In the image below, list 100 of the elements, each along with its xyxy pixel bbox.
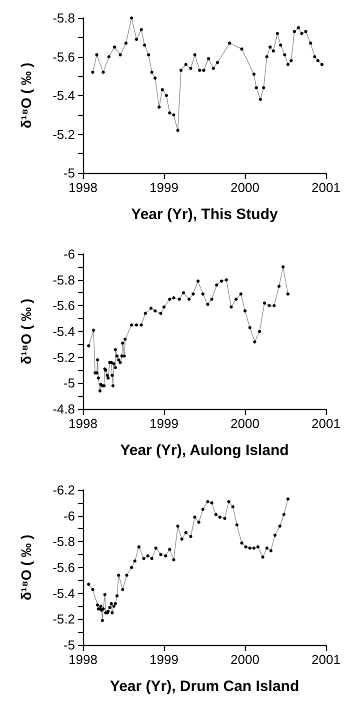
point xyxy=(125,574,128,577)
y-tick-label: -5.2 xyxy=(52,350,75,365)
point xyxy=(121,588,124,592)
point xyxy=(252,546,256,550)
point xyxy=(164,554,168,558)
point xyxy=(100,618,104,622)
point xyxy=(168,111,172,115)
point xyxy=(206,57,210,60)
point xyxy=(286,62,290,66)
point xyxy=(304,30,308,34)
point xyxy=(228,42,232,45)
point xyxy=(168,548,172,552)
point xyxy=(176,128,180,132)
x-axis-title: Year (Yr), This Study xyxy=(131,206,278,223)
x-tick-label: 2001 xyxy=(312,416,340,431)
x-tick-label: 2000 xyxy=(230,652,260,667)
point xyxy=(118,53,122,56)
point xyxy=(320,62,324,66)
point xyxy=(133,559,136,563)
point xyxy=(184,62,188,66)
point xyxy=(95,53,98,56)
point xyxy=(147,53,150,56)
point xyxy=(193,516,196,519)
point xyxy=(91,70,94,74)
x-tick-label: 2001 xyxy=(312,180,340,195)
y-tick-label: -5.8 xyxy=(52,272,75,288)
point xyxy=(240,541,244,545)
point xyxy=(268,45,272,49)
point xyxy=(254,86,258,90)
y-tick-label: -5.6 xyxy=(52,298,75,314)
point xyxy=(102,70,105,74)
point xyxy=(210,501,214,505)
point xyxy=(265,55,268,58)
x-tick-label: 1998 xyxy=(68,180,98,195)
point xyxy=(114,602,117,606)
point xyxy=(124,42,128,45)
point xyxy=(212,66,216,70)
point xyxy=(231,505,234,508)
y-tick-label: -6 xyxy=(63,508,75,524)
point xyxy=(180,537,184,541)
y-axis-title: δ¹⁸O ( ‰ ) xyxy=(18,298,34,364)
point xyxy=(153,76,157,80)
point xyxy=(223,516,226,520)
point xyxy=(276,32,279,36)
x-tick-label: 2000 xyxy=(230,180,260,195)
point xyxy=(283,53,286,56)
point xyxy=(300,32,304,36)
y-tick-label: -6.2 xyxy=(52,482,75,498)
x-tick-label: 1999 xyxy=(150,652,178,667)
x-tick-label: 2000 xyxy=(230,416,260,431)
point xyxy=(164,94,168,98)
point xyxy=(227,500,230,504)
point xyxy=(91,588,94,592)
point xyxy=(198,68,202,72)
point xyxy=(218,516,222,519)
point xyxy=(160,88,164,92)
point xyxy=(261,556,264,559)
point xyxy=(117,574,120,577)
point xyxy=(278,524,282,528)
point xyxy=(286,497,290,501)
point xyxy=(142,556,146,560)
y-tick-label: -4.8 xyxy=(52,402,75,416)
point xyxy=(279,44,282,47)
point xyxy=(296,26,300,30)
point xyxy=(193,53,196,56)
y-tick-label: -5 xyxy=(63,166,75,180)
point xyxy=(112,45,116,49)
x-axis-title: Year (Yr), Drum Can Island xyxy=(110,678,300,695)
point xyxy=(99,604,102,608)
point xyxy=(316,59,320,62)
point xyxy=(110,611,114,614)
point xyxy=(137,545,140,548)
y-tick-label: -5.2 xyxy=(52,126,75,142)
x-axis-title: Year (Yr), Aulong Island xyxy=(120,442,289,459)
y-tick-label: -6 xyxy=(63,246,75,262)
point xyxy=(235,523,238,526)
point xyxy=(313,55,316,58)
y-tick-label: -5.4 xyxy=(52,88,75,103)
point xyxy=(189,534,192,538)
y-tick-label: -5.4 xyxy=(52,324,75,339)
point xyxy=(214,512,218,516)
point xyxy=(184,531,188,534)
point xyxy=(252,72,256,76)
point xyxy=(265,546,268,550)
point xyxy=(142,44,146,47)
point xyxy=(248,546,252,550)
point xyxy=(216,60,220,64)
point xyxy=(87,582,90,586)
point xyxy=(176,524,180,528)
point xyxy=(256,545,260,548)
y-tick-label: -5.6 xyxy=(52,49,75,64)
y-axis-title: δ¹⁸O ( ‰ ) xyxy=(18,534,34,600)
y-tick-label: -5.2 xyxy=(52,612,75,627)
point xyxy=(202,68,206,72)
point xyxy=(172,113,176,116)
y-tick-label: -5.8 xyxy=(52,10,75,26)
point xyxy=(110,602,113,606)
x-tick-label: 2001 xyxy=(312,652,340,667)
point xyxy=(292,30,296,34)
point xyxy=(197,520,200,524)
